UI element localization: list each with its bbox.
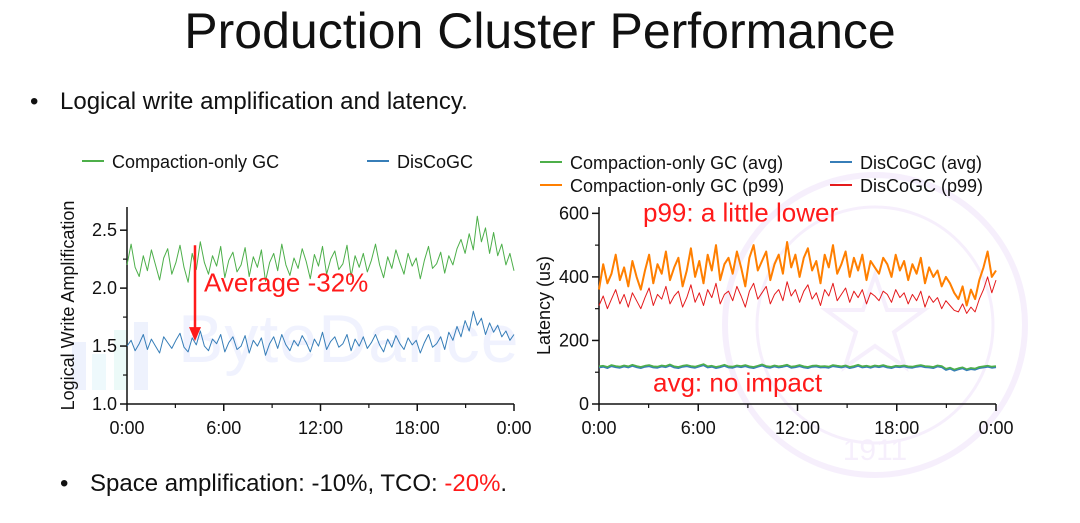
chart1-y-tick-label: 2.5	[92, 220, 117, 240]
chart1-x-tick-label: 0:00	[109, 418, 144, 438]
write-amplification-chart: Compaction-only GC DisCoGC 1.0 1.5 2.0 2.5 0…	[58, 152, 532, 438]
chart1-y-tick-label: 1.5	[92, 336, 117, 356]
average-arrow-head	[189, 327, 201, 342]
chart1-series-line-2	[126, 310, 515, 356]
chart2-y-tick-label: 0	[579, 394, 589, 414]
slide-title: Production Cluster Performance	[184, 3, 896, 59]
chart2-y-tick-label: 200	[559, 330, 589, 350]
average-annotation: Average -32%	[204, 268, 368, 298]
chart2-legend: Compaction-only GC (avg) DisCoGC (avg) C…	[540, 153, 983, 196]
chart2-series-line-1	[598, 363, 997, 371]
bytedance-logo-icon	[72, 322, 148, 390]
tco-highlight: -20%	[444, 470, 501, 497]
chart2-x-tick-label: 0:00	[978, 418, 1013, 438]
chart2-x-tick-label: 18:00	[874, 418, 919, 438]
bullet-dot: •	[30, 88, 39, 115]
bullet-dot: •	[60, 470, 69, 497]
seal-year: 1911	[843, 434, 908, 467]
chart1-y-axis-label: Logical Write Amplification	[58, 201, 78, 411]
bullet-2: • Space amplification: -10%, TCO: -20%.	[60, 470, 507, 498]
chart1-x-tick-label: 12:00	[298, 418, 343, 438]
chart1-x-tick-label: 18:00	[395, 418, 440, 438]
chart1-x-tick-label: 6:00	[206, 418, 241, 438]
chart1-y-tick-label: 1.0	[92, 394, 117, 414]
legend-label-discogc: DisCoGC	[397, 152, 473, 172]
bullet-2-prefix: Space amplification: -10%, TCO:	[90, 470, 445, 497]
chart2-series-line-3	[598, 241, 997, 307]
bullet-2-suffix: .	[500, 470, 508, 497]
legend-label-discogc-p99: DisCoGC (p99)	[860, 176, 983, 196]
chart2-y-tick-label: 400	[559, 267, 589, 287]
chart2-y-tick-label: 600	[559, 203, 589, 223]
legend-label-discogc-avg: DisCoGC (avg)	[860, 153, 982, 173]
chart1-legend: Compaction-only GC DisCoGC	[82, 152, 473, 172]
bullet-1-text: Logical write amplification and latency.	[60, 88, 468, 115]
university-seal-icon: 1911	[722, 172, 1028, 478]
chart2-y-axis-label: Latency (us)	[534, 256, 554, 355]
legend-label-compaction-avg: Compaction-only GC (avg)	[570, 153, 783, 173]
bullet-1: • Logical write amplification and latency…	[30, 88, 468, 116]
chart2-x-tick-label: 0:00	[581, 418, 616, 438]
legend-label-compaction-p99: Compaction-only GC (p99)	[570, 176, 784, 196]
avg-annotation: avg: no impact	[653, 367, 823, 397]
legend-label-compaction: Compaction-only GC	[112, 152, 279, 172]
chart1-y-tick-label: 2.0	[92, 278, 117, 298]
chart2-x-tick-label: 6:00	[681, 418, 716, 438]
chart2-x-tick-label: 12:00	[775, 418, 820, 438]
p99-annotation: p99: a little lower	[643, 197, 838, 227]
latency-chart: Compaction-only GC (avg) DisCoGC (avg) C…	[534, 153, 1014, 438]
chart1-series-line-1	[126, 215, 515, 283]
chart2-series-line-2	[598, 365, 997, 372]
chart1-x-tick-label: 0:00	[496, 418, 531, 438]
chart2-series-line-4	[598, 276, 997, 314]
